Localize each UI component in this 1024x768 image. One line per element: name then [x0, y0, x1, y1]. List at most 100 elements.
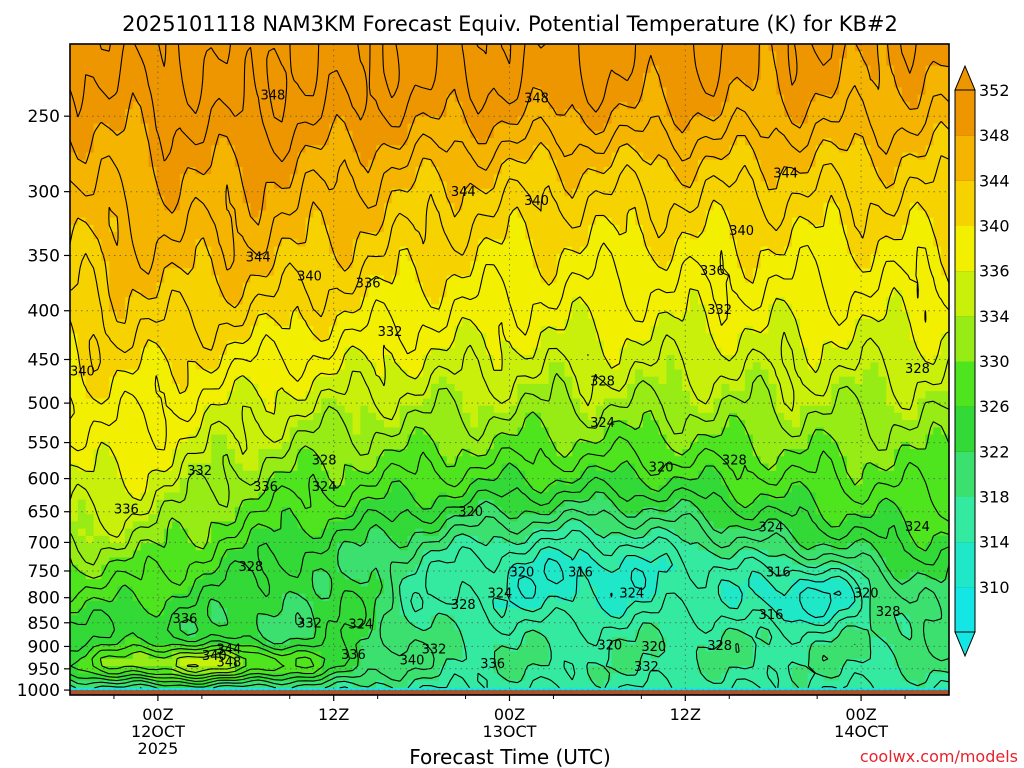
field-cell — [431, 297, 440, 306]
field-cell — [933, 51, 942, 60]
field-cell — [415, 333, 424, 342]
field-cell — [179, 44, 189, 52]
field-cell — [242, 355, 252, 363]
field-cell — [164, 101, 173, 110]
field-cell — [164, 181, 173, 190]
field-cell — [784, 282, 793, 291]
field-cell — [752, 326, 762, 335]
field-cell — [383, 311, 393, 320]
field-cell — [815, 282, 825, 291]
field-cell — [313, 109, 322, 118]
field-cell — [195, 87, 205, 96]
field-cell — [219, 282, 228, 291]
field-cell — [93, 224, 103, 233]
field-cell — [85, 174, 95, 183]
field-cell — [901, 347, 911, 356]
field-cell — [878, 239, 887, 248]
field-cell — [886, 145, 895, 154]
field-cell — [894, 246, 903, 255]
field-cell — [140, 340, 150, 349]
field-cell — [509, 44, 519, 52]
field-cell — [627, 130, 636, 139]
field-cell — [109, 159, 118, 168]
field-cell — [533, 326, 542, 335]
field-cell — [658, 275, 668, 284]
field-cell — [878, 210, 887, 219]
field-cell — [650, 166, 660, 175]
field-cell — [415, 65, 424, 74]
field-cell — [399, 347, 409, 356]
field-cell — [768, 58, 778, 67]
field-cell — [478, 145, 487, 154]
field-cell — [572, 58, 581, 67]
field-cell — [77, 304, 87, 313]
field-cell — [407, 261, 417, 269]
field-cell — [478, 318, 487, 327]
field-cell — [431, 355, 440, 363]
field-cell — [517, 159, 526, 168]
field-cell — [933, 116, 942, 125]
field-cell — [250, 123, 260, 132]
field-cell — [627, 289, 636, 298]
field-cell — [525, 311, 534, 320]
field-cell — [124, 203, 134, 212]
field-cell — [894, 101, 903, 110]
field-cell — [391, 282, 401, 291]
field-cell — [117, 253, 126, 262]
field-cell — [234, 195, 244, 204]
field-cell — [721, 224, 730, 233]
field-cell — [509, 181, 519, 190]
field-cell — [478, 109, 487, 118]
field-cell — [211, 326, 220, 335]
field-cell — [70, 166, 79, 175]
field-cell — [109, 347, 118, 356]
field-cell — [391, 101, 401, 110]
field-cell — [737, 174, 746, 183]
field-cell — [226, 355, 236, 363]
field-cell — [690, 355, 699, 363]
field-cell — [462, 340, 471, 349]
field-cell — [658, 130, 668, 139]
field-cell — [776, 123, 785, 132]
field-cell — [234, 318, 244, 327]
field-cell — [470, 217, 479, 226]
field-cell — [281, 268, 291, 277]
field-cell — [666, 318, 676, 327]
field-cell — [117, 275, 126, 284]
field-cell — [823, 239, 832, 248]
field-cell — [525, 159, 534, 168]
field-cell — [211, 44, 220, 52]
field-cell — [635, 174, 644, 183]
field-cell — [674, 166, 683, 175]
field-cell — [258, 362, 267, 371]
field-cell — [697, 217, 707, 226]
field-cell — [101, 282, 110, 291]
field-cell — [368, 138, 377, 146]
field-cell — [274, 275, 283, 284]
field-cell — [415, 261, 424, 269]
field-cell — [234, 311, 244, 320]
field-cell — [540, 203, 550, 212]
field-cell — [493, 65, 503, 74]
field-cell — [713, 304, 723, 313]
field-cell — [752, 181, 762, 190]
field-cell — [925, 195, 935, 204]
field-cell — [407, 130, 417, 139]
field-cell — [870, 210, 880, 219]
field-cell — [431, 239, 440, 248]
field-cell — [297, 355, 307, 363]
field-cell — [611, 101, 621, 110]
field-cell — [580, 246, 589, 255]
field-cell — [493, 362, 503, 371]
field-cell — [776, 94, 785, 103]
field-cell — [195, 51, 205, 60]
field-cell — [281, 326, 291, 335]
field-cell — [297, 65, 307, 74]
field-cell — [242, 152, 252, 161]
field-cell — [752, 44, 762, 52]
field-cell — [909, 347, 919, 356]
field-cell — [650, 87, 660, 96]
field-cell — [525, 340, 534, 349]
field-cell — [846, 51, 856, 60]
field-cell — [776, 210, 785, 219]
